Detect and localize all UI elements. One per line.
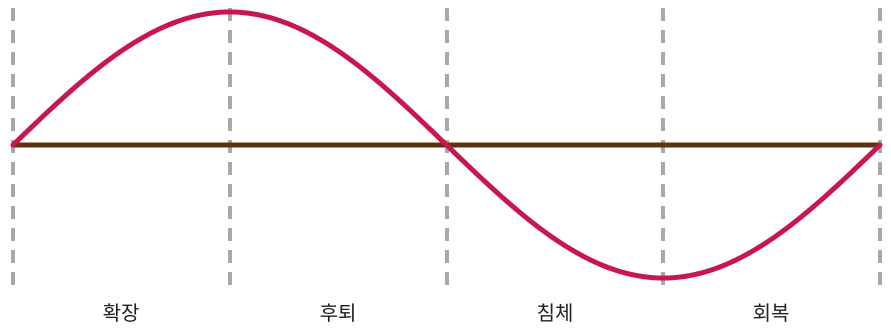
phase-label-expansion: 확장 — [102, 301, 140, 325]
phase-label-depression: 침체 — [536, 301, 574, 325]
cycle-wave — [10, 9, 883, 281]
phase-dividers — [11, 8, 882, 290]
phase-label-recovery: 회복 — [752, 301, 790, 325]
phase-label-recession: 후퇴 — [319, 301, 357, 325]
